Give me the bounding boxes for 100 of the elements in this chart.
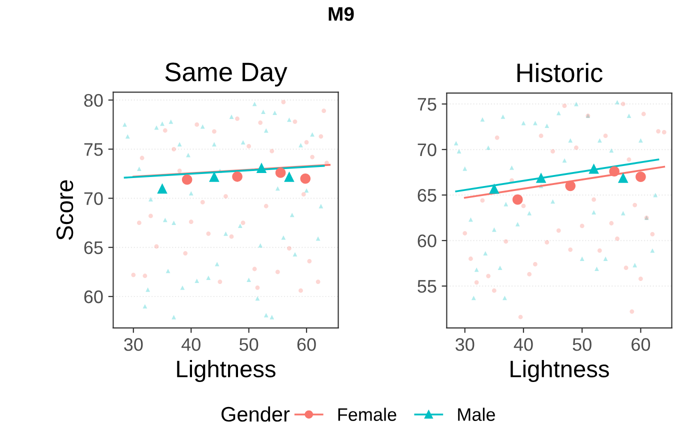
point — [258, 243, 263, 248]
point — [142, 304, 148, 309]
point — [168, 119, 174, 124]
point — [292, 119, 298, 124]
point — [626, 157, 632, 162]
point — [264, 204, 268, 208]
point — [510, 166, 514, 170]
point — [183, 251, 188, 256]
x-tick-label: 30 — [456, 338, 474, 351]
point — [301, 192, 306, 197]
point — [252, 266, 257, 272]
point — [533, 120, 538, 126]
point — [618, 172, 628, 183]
chart-subtitle: Historic — [517, 62, 603, 82]
point — [656, 129, 660, 134]
point — [632, 262, 638, 268]
x-tick-label: 30 — [124, 338, 143, 351]
point — [580, 224, 584, 228]
point — [188, 220, 194, 224]
point — [568, 138, 573, 143]
point — [494, 135, 500, 140]
point — [148, 214, 153, 218]
point — [512, 194, 523, 205]
point — [626, 114, 632, 118]
point — [298, 143, 303, 148]
point — [641, 112, 646, 116]
point — [131, 272, 136, 278]
point — [568, 247, 573, 252]
point — [550, 149, 555, 154]
point — [307, 258, 312, 264]
point — [122, 122, 127, 127]
point — [580, 256, 584, 261]
point — [609, 221, 614, 226]
point — [592, 210, 596, 215]
point — [272, 110, 277, 116]
point — [136, 166, 142, 172]
x-tick-label: 40 — [181, 338, 200, 351]
point — [172, 314, 176, 320]
point — [206, 276, 211, 280]
point — [638, 276, 643, 281]
point — [188, 191, 194, 196]
point — [229, 114, 234, 119]
point — [235, 116, 240, 121]
point — [318, 134, 324, 139]
point — [486, 274, 491, 278]
point — [492, 288, 496, 293]
point — [456, 149, 462, 154]
point — [653, 192, 658, 198]
point — [304, 140, 309, 144]
point — [224, 231, 228, 236]
point — [172, 220, 176, 226]
x-axis-title: Lightness — [177, 360, 276, 382]
point — [284, 172, 294, 182]
point — [620, 102, 626, 106]
point — [281, 235, 286, 240]
point — [255, 296, 260, 301]
point — [238, 224, 242, 228]
point — [180, 285, 185, 290]
y-tick-label: 55 — [418, 280, 436, 293]
point — [281, 100, 286, 104]
point — [486, 145, 491, 150]
point — [504, 202, 508, 206]
point — [615, 100, 620, 104]
point — [521, 204, 526, 208]
point — [232, 172, 242, 182]
point — [468, 256, 473, 261]
point — [502, 296, 507, 300]
point — [556, 228, 561, 233]
point — [504, 239, 508, 244]
point — [162, 128, 168, 133]
point — [270, 314, 274, 320]
point — [160, 121, 164, 126]
point — [275, 168, 286, 178]
point — [462, 231, 468, 236]
point — [650, 248, 655, 253]
point — [498, 266, 502, 270]
point — [636, 172, 646, 182]
point — [290, 212, 294, 218]
point — [544, 124, 550, 128]
x-tick-label: 60 — [632, 338, 650, 351]
point — [316, 236, 320, 241]
point — [500, 114, 506, 119]
point — [527, 211, 532, 216]
point — [471, 296, 476, 300]
point — [318, 204, 324, 208]
point — [209, 172, 220, 182]
x-tick-label: 50 — [572, 338, 592, 351]
point — [609, 148, 614, 153]
point — [218, 280, 222, 284]
point — [162, 218, 168, 222]
point — [480, 198, 485, 203]
point — [533, 262, 538, 266]
y-tick-label: 60 — [84, 290, 103, 304]
point — [322, 108, 326, 114]
y-tick-label: 80 — [84, 94, 103, 107]
y-tick-label: 75 — [418, 98, 436, 111]
point — [206, 231, 211, 236]
point — [620, 211, 626, 216]
point — [154, 244, 159, 249]
point — [146, 287, 150, 292]
